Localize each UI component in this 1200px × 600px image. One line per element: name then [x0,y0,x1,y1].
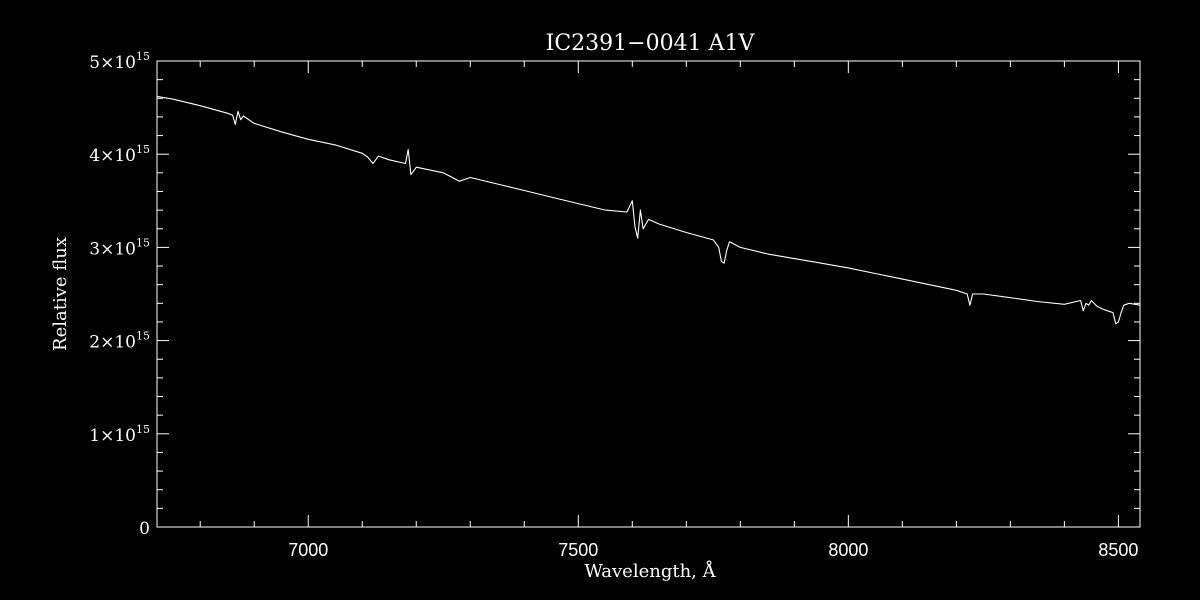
y-tick-label: 2×1015 [89,330,150,353]
spectrum-line [156,95,1141,325]
x-tick-label: 7500 [558,540,598,560]
x-tick-label: 8500 [1098,540,1138,560]
y-tick-label: 4×1015 [89,143,150,166]
y-tick-label: 5×1015 [89,50,150,73]
y-tick-label: 1×1015 [89,423,150,446]
x-axis-tick-labels: 7000 7500 8000 8500 [288,540,1138,560]
y-axis-ticks [157,60,1140,528]
x-axis-ticks [199,61,1119,527]
series-layer [156,95,1141,325]
x-tick-label: 7000 [288,540,328,560]
chart-title: IC2391−0041 A1V [546,31,756,56]
y-tick-label: 0 [139,519,150,539]
x-tick-label: 8000 [828,540,868,560]
x-axis-label: Wavelength, Å [584,560,716,582]
y-axis-tick-labels: 0 1×1015 2×1015 3×1015 4×1015 5×1015 [89,50,150,539]
y-tick-label: 3×1015 [89,236,150,259]
y-axis-label: Relative flux [50,237,71,351]
plot-frame [156,60,1141,528]
